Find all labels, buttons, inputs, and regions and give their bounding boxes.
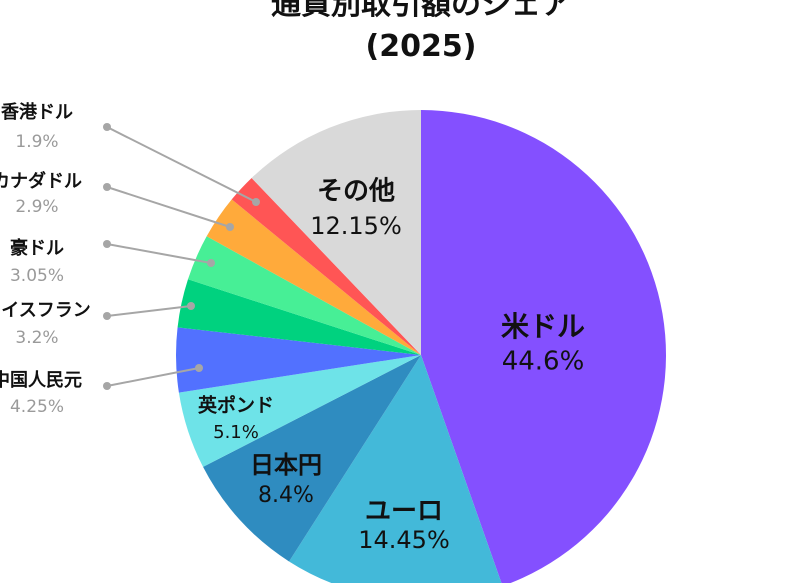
chart-subtitle: (2025) — [366, 29, 477, 64]
slice-label: スイスフラン — [0, 300, 91, 321]
slice-label: その他 — [317, 177, 395, 207]
slice-label: 米ドル — [501, 310, 585, 343]
slice-label: 香港ドル — [0, 102, 73, 123]
slice-value-label: 5.1% — [213, 422, 259, 443]
slice-value-label: 3.2% — [15, 328, 58, 348]
leader-dot — [252, 198, 260, 206]
slice-label: ユーロ — [365, 497, 443, 527]
pie-slice-5 — [177, 279, 421, 355]
leader-dot — [103, 312, 111, 320]
slice-value-label: 2.9% — [15, 197, 58, 217]
slice-value-label: 12.15% — [310, 212, 402, 240]
pie-slice-8 — [231, 177, 421, 355]
leader-dot — [103, 382, 111, 390]
leader-line — [106, 243, 212, 264]
slice-label: 中国人民元 — [0, 369, 82, 391]
leader-dot — [207, 259, 215, 267]
slice-label: 豪ドル — [10, 237, 64, 259]
leader-line — [106, 126, 257, 203]
pie-slice-2 — [203, 355, 421, 562]
leader-line — [106, 186, 231, 228]
pie-slice-1 — [289, 355, 502, 583]
leader-dot — [187, 302, 195, 310]
slice-value-label: 14.45% — [358, 526, 450, 554]
leader-dot — [195, 364, 203, 372]
slice-value-label: 8.4% — [258, 483, 314, 508]
slice-value-label: 1.9% — [15, 132, 58, 152]
slice-label: 日本円 — [250, 451, 322, 479]
leader-line — [106, 367, 200, 387]
leader-dot — [103, 123, 111, 131]
slice-value-label: 3.05% — [10, 266, 64, 286]
slice-value-label: 44.6% — [502, 347, 585, 377]
chart-title: 通貨別取引額のシェア — [271, 0, 571, 22]
leader-dot — [103, 240, 111, 248]
pie-slice-0 — [421, 110, 666, 583]
pie-slice-9 — [251, 110, 421, 355]
pie-slice-3 — [178, 355, 421, 467]
pie-slice-4 — [176, 327, 421, 393]
pie-slice-7 — [206, 199, 421, 355]
slice-label: カナダドル — [0, 170, 82, 192]
slice-value-label: 4.25% — [10, 397, 64, 417]
slice-label: 英ポンド — [198, 394, 274, 417]
leader-dot — [226, 223, 234, 231]
leader-line — [106, 305, 192, 317]
pie-slice-6 — [187, 236, 421, 355]
leader-dot — [103, 183, 111, 191]
